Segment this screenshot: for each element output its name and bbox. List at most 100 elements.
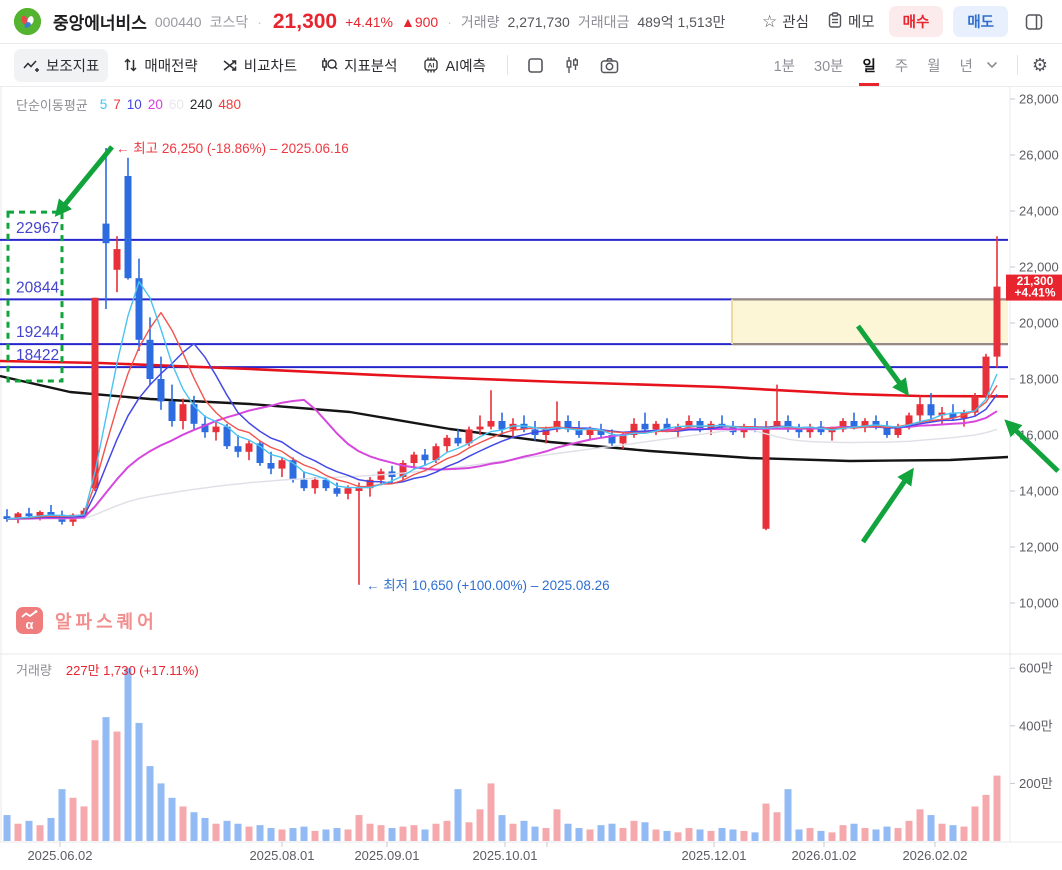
- header: 중앙에너비스 000440 코스닥 · 21,300 +4.41% ▲900 ·…: [0, 0, 1062, 44]
- ma-period-7: 7: [113, 97, 121, 112]
- chart-toolbar: 보조지표 매매전략 비교차트 지표분석 AI: [0, 44, 1062, 87]
- compare-button[interactable]: 비교차트: [213, 49, 306, 82]
- ma7-line: [6, 311, 998, 520]
- svg-text:20844: 20844: [16, 279, 59, 296]
- svg-text:2025.08.01: 2025.08.01: [249, 848, 314, 863]
- indicators-button[interactable]: 보조지표: [14, 48, 109, 82]
- memo-button[interactable]: 메모: [823, 7, 879, 36]
- memo-icon: [827, 11, 843, 32]
- ma-period-240: 240: [189, 97, 213, 112]
- strategy-button[interactable]: 매매전략: [114, 49, 206, 82]
- svg-text:← 최저 10,650 (+100.00%) – 2025.: ← 최저 10,650 (+100.00%) – 2025.08.26: [366, 578, 610, 593]
- settings-button[interactable]: ⚙: [1031, 54, 1048, 75]
- stock-code: 000440: [154, 13, 202, 30]
- timeframe-월[interactable]: 월: [927, 58, 941, 75]
- right-panel-toggle[interactable]: [1018, 8, 1050, 36]
- alphasquare-watermark: α 알파스퀘어: [16, 607, 158, 634]
- volume-bars-layer: [3, 668, 1001, 841]
- analysis-button[interactable]: 지표분석: [312, 49, 406, 82]
- volume-legend: 거래량 227만 1,730 (+17.11%): [16, 660, 199, 679]
- svg-text:22967: 22967: [16, 220, 59, 237]
- ma-legend: 단순이동평균 5 7 10 20 60 240 480: [16, 95, 241, 114]
- timeframe-년[interactable]: 년: [959, 58, 973, 75]
- svg-text:400만: 400만: [1019, 718, 1053, 733]
- ma-period-5: 5: [99, 97, 108, 112]
- svg-text:14,000: 14,000: [1019, 484, 1059, 499]
- ma-legend-values: 5 7 10 20 60 240 480: [94, 97, 241, 112]
- svg-text:2025.06.02: 2025.06.02: [27, 848, 92, 863]
- svg-text:α: α: [26, 617, 34, 632]
- separator-dot: ·: [447, 13, 452, 30]
- svg-text:600만: 600만: [1019, 661, 1053, 676]
- stock-logo: [14, 8, 41, 35]
- svg-text:+4.41%: +4.41%: [1014, 286, 1055, 300]
- ai-predict-label: AI예측: [445, 58, 486, 75]
- drawing-tool-button[interactable]: [520, 52, 551, 79]
- market-label: 코스닥: [209, 13, 249, 30]
- svg-text:20,000: 20,000: [1019, 316, 1059, 331]
- watch-button[interactable]: ☆ 관심: [758, 7, 813, 36]
- square-icon: [528, 57, 543, 73]
- ma-period-480: 480: [218, 97, 241, 112]
- timeframe-dropdown[interactable]: [979, 56, 1005, 74]
- svg-text:18,000: 18,000: [1019, 372, 1059, 387]
- turnover-value: 489억 1,513만: [637, 13, 726, 30]
- timeframe-30분[interactable]: 30분: [814, 58, 844, 75]
- ma-legend-label: 단순이동평균: [16, 98, 88, 113]
- chart-style-button[interactable]: [557, 51, 587, 79]
- snapshot-button[interactable]: [593, 52, 626, 79]
- ma240-line: [0, 374, 1009, 463]
- svg-text:24,000: 24,000: [1019, 204, 1059, 219]
- svg-text:18422: 18422: [16, 347, 59, 364]
- analysis-label: 지표분석: [344, 58, 398, 75]
- svg-text:2025.10.01: 2025.10.01: [472, 848, 537, 863]
- alphasquare-brand-text: 알파스퀘어: [55, 611, 158, 632]
- chart-frame: [0, 87, 1062, 843]
- indicator-line-icon: [23, 59, 39, 72]
- ma-period-10: 10: [126, 97, 142, 112]
- timeframe-group: 1분 30분 일 주 월 년: [774, 44, 973, 86]
- svg-text:22,000: 22,000: [1019, 260, 1059, 275]
- memo-label: 메모: [847, 15, 875, 31]
- ma-period-20: 20: [147, 97, 163, 112]
- ai-predict-button[interactable]: AI AI예측: [413, 49, 495, 82]
- timeframe-일[interactable]: 일: [859, 44, 880, 86]
- turnover-label: 거래대금: [577, 13, 630, 30]
- svg-text:19244: 19244: [16, 324, 59, 341]
- price-annotations: ← 최고 26,250 (-18.86%) – 2025.06.16 ← 최저 1…: [116, 141, 610, 593]
- header-actions: ☆ 관심 메모 매수 매도: [758, 6, 1050, 37]
- svg-text:26,000: 26,000: [1019, 148, 1059, 163]
- timeframe-주[interactable]: 주: [894, 58, 909, 75]
- volume-legend-value: 227만 1,730 (+17.11%): [65, 663, 199, 678]
- svg-text:2025.12.01: 2025.12.01: [681, 848, 746, 863]
- alphasquare-logo-icon: α: [16, 607, 43, 634]
- current-price-badge: 21,300+4.41%: [1006, 274, 1062, 301]
- svg-text:10,000: 10,000: [1019, 596, 1059, 611]
- green-drawing-overlays: [6, 145, 1060, 544]
- separator-dot: ·: [257, 13, 262, 30]
- svg-text:AI: AI: [427, 63, 434, 70]
- toolbar-divider: [506, 55, 508, 75]
- svg-text:28,000: 28,000: [1019, 92, 1059, 107]
- watch-label: 관심: [782, 15, 809, 31]
- svg-text:2026.02.02: 2026.02.02: [902, 848, 967, 863]
- chevron-down-icon: [986, 61, 997, 69]
- sell-button[interactable]: 매도: [953, 6, 1008, 37]
- compare-arrows-icon: [223, 59, 236, 71]
- chart-area[interactable]: 22967 20844 19244 18422 28,000 26,000 24,000 22…: [0, 87, 1062, 869]
- svg-text:← 최고 26,250 (-18.86%) – 2025.0: ← 최고 26,250 (-18.86%) – 2025.06.16: [116, 141, 349, 156]
- highlight-zone: [731, 298, 1008, 346]
- axis-labels: 28,000 26,000 24,000 22,000 20,000 18,000 16,0…: [27, 92, 1058, 864]
- ai-chip-icon: AI: [423, 57, 438, 73]
- stock-logo-mark: [14, 8, 41, 35]
- change-amount: ▲900: [400, 13, 439, 30]
- ma-period-60: 60: [168, 97, 184, 112]
- timeframe-1분[interactable]: 1분: [773, 58, 796, 75]
- camera-icon: [600, 57, 619, 73]
- buy-button[interactable]: 매수: [888, 6, 944, 37]
- svg-text:21,300: 21,300: [1017, 274, 1054, 288]
- volume-value: 2,271,730: [507, 13, 570, 30]
- change-percent: +4.41%: [345, 13, 393, 30]
